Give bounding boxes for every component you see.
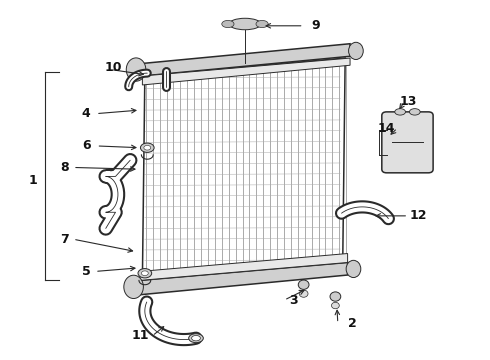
Text: 10: 10 xyxy=(104,60,122,73)
Ellipse shape xyxy=(330,292,341,301)
Text: 8: 8 xyxy=(60,161,69,174)
Ellipse shape xyxy=(222,21,234,28)
Text: 12: 12 xyxy=(410,210,427,222)
Ellipse shape xyxy=(124,275,144,298)
Ellipse shape xyxy=(126,58,146,81)
Text: 3: 3 xyxy=(290,294,298,307)
Ellipse shape xyxy=(192,336,200,341)
Text: 5: 5 xyxy=(82,265,91,278)
Ellipse shape xyxy=(141,143,154,152)
Ellipse shape xyxy=(299,290,308,297)
Polygon shape xyxy=(143,58,350,85)
Ellipse shape xyxy=(331,302,339,309)
Ellipse shape xyxy=(189,334,203,343)
Text: 9: 9 xyxy=(312,19,320,32)
Ellipse shape xyxy=(348,42,363,59)
Ellipse shape xyxy=(298,280,309,289)
Ellipse shape xyxy=(410,109,420,115)
Text: 11: 11 xyxy=(131,329,148,342)
Polygon shape xyxy=(140,262,347,295)
Text: 14: 14 xyxy=(378,122,395,135)
Ellipse shape xyxy=(395,109,406,115)
Text: 7: 7 xyxy=(60,233,69,246)
Ellipse shape xyxy=(138,269,152,278)
Ellipse shape xyxy=(144,145,151,150)
Ellipse shape xyxy=(256,21,268,28)
Polygon shape xyxy=(140,253,347,280)
Text: 6: 6 xyxy=(82,139,91,152)
Ellipse shape xyxy=(229,18,261,30)
Text: 13: 13 xyxy=(400,95,417,108)
Ellipse shape xyxy=(346,260,361,278)
Polygon shape xyxy=(143,44,350,76)
Ellipse shape xyxy=(142,271,148,275)
Text: 1: 1 xyxy=(28,174,37,186)
Text: 2: 2 xyxy=(348,317,357,330)
FancyBboxPatch shape xyxy=(382,112,433,173)
Text: 4: 4 xyxy=(82,107,91,120)
